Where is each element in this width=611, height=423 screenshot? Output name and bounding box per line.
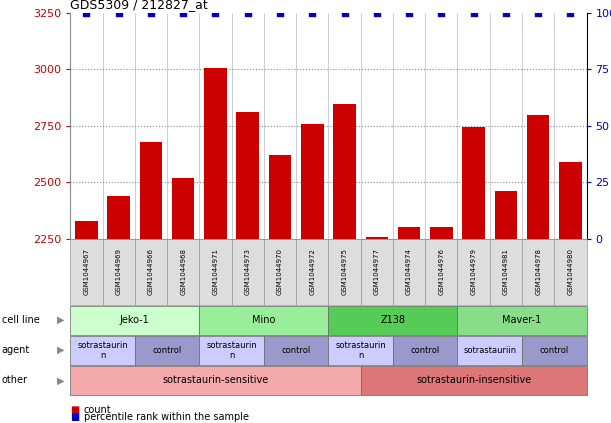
Text: cell line: cell line bbox=[2, 315, 40, 325]
Point bbox=[243, 9, 252, 16]
Point bbox=[146, 9, 156, 16]
Text: sotrastaurin
n: sotrastaurin n bbox=[77, 341, 128, 360]
Text: Mino: Mino bbox=[252, 315, 276, 325]
Point bbox=[275, 9, 285, 16]
Bar bbox=[75, 221, 98, 239]
Bar bbox=[236, 112, 259, 239]
Point bbox=[533, 9, 543, 16]
Bar bbox=[365, 237, 388, 239]
Bar bbox=[463, 127, 485, 239]
Text: GDS5309 / 212827_at: GDS5309 / 212827_at bbox=[70, 0, 208, 11]
Text: control: control bbox=[153, 346, 181, 355]
Text: GSM1044967: GSM1044967 bbox=[83, 248, 89, 295]
Text: GSM1044971: GSM1044971 bbox=[213, 248, 219, 295]
Text: GSM1044977: GSM1044977 bbox=[374, 248, 380, 295]
Text: control: control bbox=[411, 346, 440, 355]
Text: GSM1044972: GSM1044972 bbox=[309, 248, 315, 295]
Text: GSM1044974: GSM1044974 bbox=[406, 248, 412, 295]
Point bbox=[372, 9, 382, 16]
Bar bbox=[204, 68, 227, 239]
Text: GSM1044968: GSM1044968 bbox=[180, 248, 186, 295]
Text: GSM1044981: GSM1044981 bbox=[503, 248, 509, 295]
Text: GSM1044979: GSM1044979 bbox=[470, 248, 477, 295]
Text: Z138: Z138 bbox=[381, 315, 406, 325]
Text: ▶: ▶ bbox=[57, 375, 64, 385]
Point bbox=[307, 9, 317, 16]
Text: sotrastaurin-insensitive: sotrastaurin-insensitive bbox=[416, 375, 531, 385]
Bar bbox=[333, 104, 356, 239]
Point bbox=[178, 9, 188, 16]
Bar bbox=[140, 142, 163, 239]
Point bbox=[114, 9, 123, 16]
Text: ■: ■ bbox=[70, 412, 79, 422]
Text: control: control bbox=[282, 346, 311, 355]
Text: Jeko-1: Jeko-1 bbox=[120, 315, 150, 325]
Bar bbox=[430, 227, 453, 239]
Text: other: other bbox=[2, 375, 28, 385]
Text: Maver-1: Maver-1 bbox=[502, 315, 541, 325]
Point bbox=[404, 9, 414, 16]
Text: ■: ■ bbox=[70, 405, 79, 415]
Point bbox=[566, 9, 576, 16]
Point bbox=[501, 9, 511, 16]
Text: count: count bbox=[84, 405, 111, 415]
Point bbox=[81, 9, 91, 16]
Text: GSM1044978: GSM1044978 bbox=[535, 248, 541, 295]
Text: percentile rank within the sample: percentile rank within the sample bbox=[84, 412, 249, 422]
Text: GSM1044966: GSM1044966 bbox=[148, 248, 154, 295]
Text: GSM1044973: GSM1044973 bbox=[245, 248, 251, 295]
Bar bbox=[398, 227, 420, 239]
Bar bbox=[172, 178, 194, 239]
Point bbox=[469, 9, 478, 16]
Bar bbox=[269, 155, 291, 239]
Bar bbox=[494, 192, 517, 239]
Text: sotrastaurin
n: sotrastaurin n bbox=[335, 341, 386, 360]
Point bbox=[340, 9, 349, 16]
Bar bbox=[527, 115, 549, 239]
Point bbox=[436, 9, 446, 16]
Text: GSM1044969: GSM1044969 bbox=[115, 248, 122, 295]
Point bbox=[211, 9, 221, 16]
Bar bbox=[559, 162, 582, 239]
Bar bbox=[108, 196, 130, 239]
Text: agent: agent bbox=[2, 345, 30, 355]
Bar bbox=[301, 124, 324, 239]
Text: sotrastaurin
n: sotrastaurin n bbox=[207, 341, 257, 360]
Text: GSM1044980: GSM1044980 bbox=[568, 248, 574, 295]
Text: control: control bbox=[540, 346, 569, 355]
Text: sotrastauriin: sotrastauriin bbox=[463, 346, 516, 355]
Text: ▶: ▶ bbox=[57, 315, 64, 325]
Text: sotrastaurin-sensitive: sotrastaurin-sensitive bbox=[163, 375, 269, 385]
Text: GSM1044975: GSM1044975 bbox=[342, 248, 348, 295]
Text: GSM1044970: GSM1044970 bbox=[277, 248, 283, 295]
Text: ▶: ▶ bbox=[57, 345, 64, 355]
Text: GSM1044976: GSM1044976 bbox=[438, 248, 444, 295]
